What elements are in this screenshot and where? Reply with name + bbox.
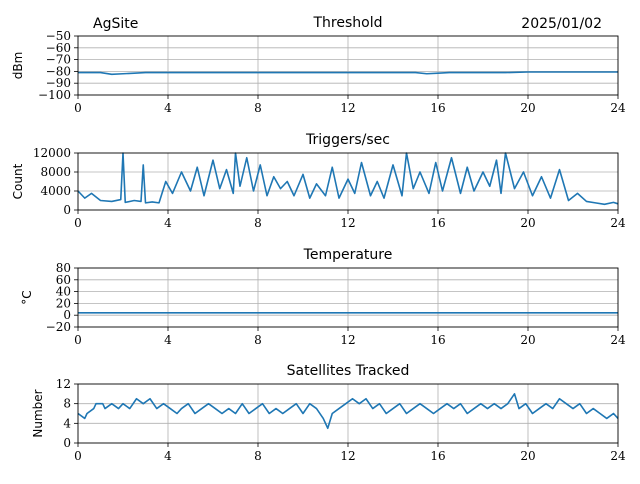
date-label: 2025/01/02 [521, 16, 602, 32]
panel-2: 0 4 8 12 16 20 24 0 4000 8000 12000 Triggers/sec Cou… [11, 132, 626, 230]
x-tick-label: 0 [74, 449, 82, 463]
y-axis-label: Number [31, 389, 45, 437]
y-tick-label: −60 [46, 41, 71, 55]
series-line [77, 152, 619, 206]
panel-4: 0 4 8 12 16 20 24 0 4 8 12 Satellites Tracked Number [31, 363, 626, 463]
chart-panels: 0 4 8 12 16 20 24 −100−90−80−70−60−50 Threshold d… [11, 15, 626, 463]
x-tick-label: 0 [74, 101, 82, 115]
y-tick-label: −50 [46, 29, 71, 43]
y-tick-label: 40 [56, 285, 71, 299]
x-tick-label: 4 [164, 101, 172, 115]
y-tick-label: 8000 [40, 165, 71, 179]
y-tick-label: 0 [63, 203, 71, 217]
panel-title: Triggers/sec [305, 132, 390, 148]
y-tick-label: 0 [63, 436, 71, 450]
x-tick-label: 8 [254, 216, 262, 230]
x-tick-label: 12 [340, 216, 355, 230]
x-tick-label: 4 [164, 449, 172, 463]
y-tick-label: −20 [46, 320, 71, 334]
x-tick-label: 12 [340, 101, 355, 115]
y-tick-label: −90 [46, 76, 71, 90]
y-axis-label: Count [11, 163, 25, 199]
x-tick-label: 0 [74, 216, 82, 230]
y-tick-label: 4000 [40, 184, 71, 198]
x-tick-label: 16 [430, 333, 445, 347]
series-line [77, 393, 619, 430]
x-tick-label: 4 [164, 333, 172, 347]
x-tick-label: 8 [254, 101, 262, 115]
x-tick-label: 20 [520, 216, 535, 230]
x-tick-label: 20 [520, 101, 535, 115]
y-tick-label: 4 [63, 416, 71, 430]
x-tick-label: 24 [610, 101, 626, 115]
y-tick-label: −80 [46, 64, 71, 78]
x-tick-label: 16 [430, 101, 445, 115]
x-tick-label: 20 [520, 333, 535, 347]
x-tick-label: 16 [430, 449, 445, 463]
x-tick-label: 8 [254, 449, 262, 463]
x-tick-label: 12 [340, 333, 355, 347]
x-tick-label: 12 [340, 449, 355, 463]
x-tick-label: 24 [610, 216, 626, 230]
x-tick-label: 24 [610, 449, 626, 463]
y-tick-label: 12000 [33, 146, 71, 160]
y-tick-label: 20 [56, 296, 71, 310]
y-tick-label: 12 [56, 377, 71, 391]
panel-1: 0 4 8 12 16 20 24 −100−90−80−70−60−50 Threshold d… [11, 15, 626, 115]
y-tick-label: 80 [56, 261, 71, 275]
x-tick-label: 0 [74, 333, 82, 347]
y-axis-label: °C [20, 290, 34, 304]
series-line [78, 71, 618, 76]
y-axis-label: dBm [11, 52, 25, 80]
site-label: AgSite [93, 16, 138, 32]
y-tick-label: −70 [46, 53, 71, 67]
y-tick-label: 8 [63, 397, 71, 411]
x-tick-label: 24 [610, 333, 626, 347]
panel-title: Temperature [303, 247, 393, 263]
x-tick-label: 16 [430, 216, 445, 230]
y-tick-label: −100 [38, 88, 71, 102]
panel-title: Threshold [313, 15, 383, 31]
x-tick-label: 8 [254, 333, 262, 347]
y-tick-label: 0 [63, 308, 71, 322]
x-tick-label: 20 [520, 449, 535, 463]
y-tick-label: 60 [56, 273, 71, 287]
panel-title: Satellites Tracked [287, 363, 410, 379]
x-tick-label: 4 [164, 216, 172, 230]
